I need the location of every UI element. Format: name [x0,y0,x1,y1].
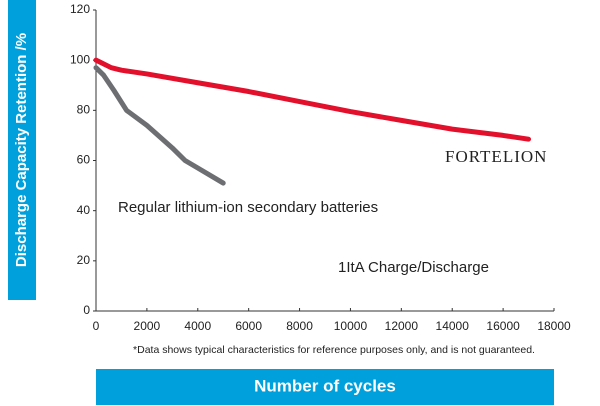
y-tick-label: 20 [77,253,91,267]
footnote: *Data shows typical characteristics for … [133,344,535,356]
y-tick-label: 100 [70,52,90,66]
x-tick-label: 2000 [134,319,161,333]
x-tick-label: 14000 [436,319,470,333]
y-label-box [8,0,36,300]
series-label: Regular lithium-ion secondary batteries [118,199,378,216]
y-tick-label: 80 [77,103,91,117]
y-tick-label: 120 [70,2,90,16]
x-tick-label: 10000 [334,319,368,333]
x-tick-label: 6000 [235,319,262,333]
y-tick-label: 60 [77,153,91,167]
x-tick-label: 12000 [385,319,419,333]
x-tick-label: 16000 [486,319,520,333]
series-line [93,65,226,186]
annotation: 1ItA Charge/Discharge [338,259,489,276]
y-axis-label: Discharge Capacity Retention /% [13,33,30,267]
x-tick-label: 0 [93,319,100,333]
y-tick-label: 40 [77,203,91,217]
y-tick-label: 0 [83,303,90,317]
series-line [93,57,532,142]
x-tick-label: 8000 [286,319,313,333]
x-axis-label: Number of cycles [254,376,396,395]
x-tick-label: 18000 [537,319,571,333]
x-tick-label: 4000 [184,319,211,333]
series-label: FORTELION [445,147,547,166]
x-label-box [96,369,554,405]
